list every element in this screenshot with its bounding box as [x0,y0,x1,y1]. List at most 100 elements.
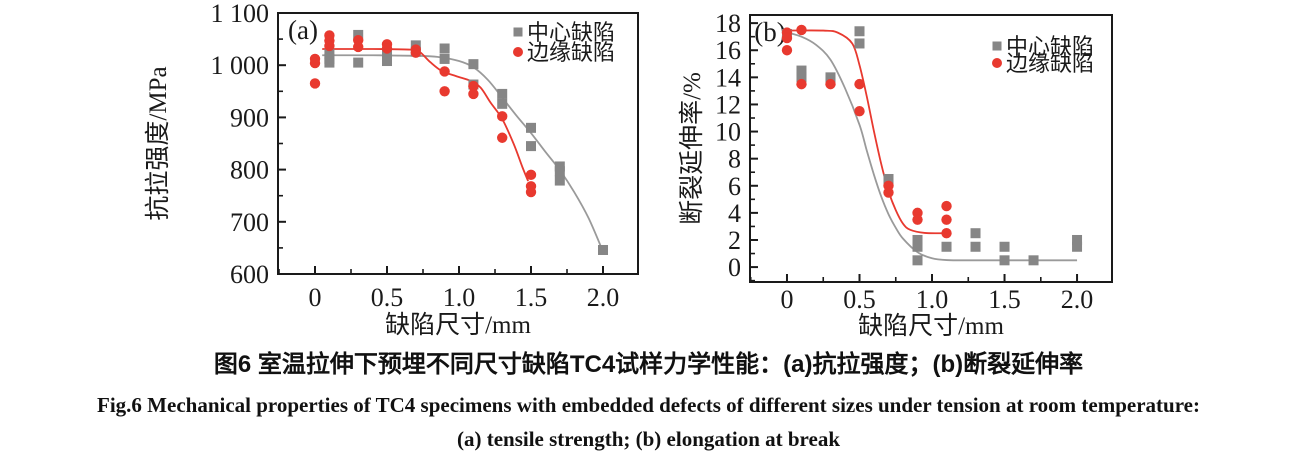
data-point-square [497,98,508,109]
data-point-circle [941,200,952,212]
data-point-square [941,241,952,252]
data-point-square [439,53,450,64]
data-point-circle [825,78,836,90]
data-point-square [970,241,981,252]
caption-english-line1: Fig.6 Mechanical properties of TC4 speci… [97,393,1200,417]
data-point-circle [468,80,479,92]
data-point-circle [796,78,807,90]
y-tick-label: 700 [230,208,269,237]
data-point-circle [854,106,865,117]
x-tick-label: 1.0 [916,285,949,314]
data-point-square [382,48,393,59]
data-point-square [526,141,537,152]
data-point-square [554,166,565,177]
legend-label: 中心缺陷 [527,20,615,45]
y-tick-label: 2 [728,226,741,255]
data-point-square [999,255,1010,266]
plot-frame [749,14,1113,283]
data-point-square [999,241,1010,252]
data-point-square [353,29,364,40]
y-tick-label: 4 [728,199,741,228]
x-tick-label: 0 [780,285,793,314]
data-point-circle [781,45,793,56]
legend-marker-square-icon [992,41,1002,51]
data-point-circle [309,78,321,89]
fit-curve-edge-defect-fit [786,29,944,235]
data-point-circle [497,111,508,122]
data-point-circle [324,40,335,52]
fit-curve-edge-defect-fit [322,48,529,182]
data-point-square [854,38,865,49]
caption-chinese: 图6 室温拉伸下预埋不同尺寸缺陷TC4试样力学性能：(a)抗拉强度；(b)断裂延… [213,351,1084,378]
data-point-circle [497,132,508,143]
data-point-square [353,57,364,68]
data-point-square [912,255,923,266]
data-point-square [324,57,335,68]
data-point-circle [912,214,923,225]
x-tick-label: 1.0 [443,283,476,312]
y-tick-label: 14 [715,63,741,92]
legend-marker-square-icon [513,27,523,37]
y-axis-title: 抗拉强度/MPa [144,66,172,220]
chart-panel-a: 0 0.5 1.0 1.5 2.0 600 700 800 900 1 000 1 100 缺陷尺寸/… [144,0,639,339]
data-point-circle [410,47,422,58]
y-tick-label: 800 [230,156,269,185]
data-point-circle [309,57,321,69]
x-axis-title: 缺陷尺寸/mm [858,312,1004,340]
data-point-square [1072,241,1083,252]
x-tick-label: 0.5 [843,285,876,314]
y-tick-label: 12 [715,90,741,119]
data-point-circle [439,86,450,97]
data-point-circle [381,43,393,54]
data-point-square [598,244,609,255]
data-point-square [439,43,450,54]
y-tick-label: 6 [728,172,741,201]
data-point-circle [525,169,537,181]
data-point-square [468,59,479,70]
data-point-square [796,72,807,83]
data-point-circle [941,228,952,239]
y-tick-label: 1 000 [211,51,270,80]
data-point-circle [796,24,807,36]
y-axis-title: 断裂延伸率/% [678,72,706,225]
y-tick-label: 0 [728,253,741,282]
data-point-circle [941,214,952,225]
y-tick-label: 16 [715,36,741,65]
caption-english-line2: (a) tensile strength; (b) elongation at … [456,427,841,451]
data-point-square [970,228,981,239]
data-point-square [1028,255,1039,266]
legend-label: 中心缺陷 [1006,34,1094,59]
data-point-circle [781,32,793,44]
legend-label: 边缘缺陷 [527,40,615,65]
data-point-square [497,88,508,99]
legend-marker-circle-icon [513,47,523,57]
x-tick-label: 0.5 [371,283,404,312]
data-point-square [1072,234,1083,245]
chart-panel-b: 0 0.5 1.0 1.5 2.0024681012141618缺陷尺寸/mm断裂延伸率… [678,9,1113,340]
legend-label: 边缘缺陷 [1006,51,1094,76]
y-tick-label: 1 100 [211,0,270,28]
x-tick-label: 1.5 [515,283,548,312]
data-point-square [796,65,807,76]
y-tick-label: 18 [715,9,741,38]
legend-marker-circle-icon [992,58,1002,68]
y-tick-label: 600 [230,260,269,289]
x-tick-label: 0 [309,283,322,312]
fit-curve-center-defect-fit [322,54,604,252]
x-tick-label: 2.0 [1061,285,1094,314]
data-point-square [883,173,894,184]
panel-label: (b) [754,17,785,47]
y-tick-label: 8 [728,145,741,174]
panel-label: (a) [288,15,318,45]
x-tick-label: 2.0 [587,283,620,312]
fit-curve-center-defect-fit [786,31,1078,262]
data-point-square [526,122,537,133]
x-axis-title: 缺陷尺寸/mm [385,311,531,339]
x-tick-label: 1.5 [988,285,1021,314]
y-tick-label: 900 [230,103,269,132]
data-point-circle [468,88,479,100]
data-point-square [382,56,393,67]
